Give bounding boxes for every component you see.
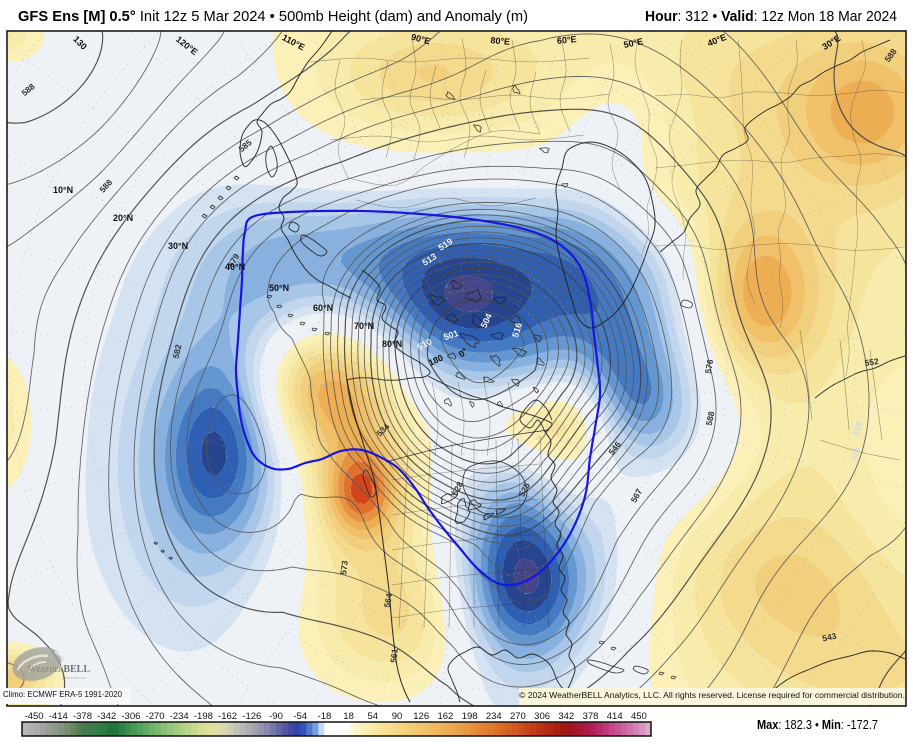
svg-text:552: 552 bbox=[864, 356, 880, 368]
svg-text:-306: -306 bbox=[121, 711, 140, 722]
svg-text:-270: -270 bbox=[146, 711, 165, 722]
svg-text:576: 576 bbox=[703, 358, 715, 374]
svg-text:516: 516 bbox=[510, 321, 524, 338]
svg-text:ANALYTICS LLC: ANALYTICS LLC bbox=[62, 676, 87, 680]
svg-text:20°N: 20°N bbox=[113, 213, 133, 223]
svg-text:414: 414 bbox=[607, 711, 623, 722]
svg-text:-342: -342 bbox=[97, 711, 116, 722]
svg-text:234: 234 bbox=[486, 711, 502, 722]
svg-text:50°N: 50°N bbox=[269, 283, 289, 293]
svg-text:126: 126 bbox=[413, 711, 429, 722]
svg-text:10°N: 10°N bbox=[53, 185, 73, 195]
svg-text:-18: -18 bbox=[318, 711, 332, 722]
svg-text:582: 582 bbox=[171, 343, 184, 359]
svg-text:18: 18 bbox=[343, 711, 354, 722]
svg-text:-162: -162 bbox=[218, 711, 237, 722]
svg-text:90°E: 90°E bbox=[410, 32, 432, 47]
svg-text:-414: -414 bbox=[49, 711, 68, 722]
svg-text:588: 588 bbox=[704, 410, 717, 426]
svg-text:378: 378 bbox=[583, 711, 599, 722]
svg-text:-198: -198 bbox=[194, 711, 213, 722]
svg-text:Climo: ECMWF ERA-5 1991-2020: Climo: ECMWF ERA-5 1991-2020 bbox=[3, 690, 122, 699]
svg-text:-126: -126 bbox=[242, 711, 261, 722]
svg-text:342: 342 bbox=[558, 711, 574, 722]
svg-text:-234: -234 bbox=[170, 711, 189, 722]
svg-text:270: 270 bbox=[510, 711, 526, 722]
svg-text:WEATHERBELL: WEATHERBELL bbox=[28, 664, 90, 675]
svg-text:-378: -378 bbox=[73, 711, 92, 722]
svg-text:GFS Ens [M] 0.5° Init 12z 5 Ma: GFS Ens [M] 0.5° Init 12z 5 Mar 2024 • 5… bbox=[18, 8, 528, 25]
svg-text:60°N: 60°N bbox=[313, 303, 333, 313]
svg-text:-90: -90 bbox=[269, 711, 283, 722]
svg-text:-54: -54 bbox=[293, 711, 307, 722]
svg-text:513: 513 bbox=[848, 445, 862, 462]
svg-text:198: 198 bbox=[462, 711, 478, 722]
svg-text:50°E: 50°E bbox=[623, 36, 644, 50]
svg-text:564: 564 bbox=[382, 592, 394, 608]
svg-text:80°N: 80°N bbox=[382, 339, 402, 349]
svg-text:543: 543 bbox=[821, 631, 837, 644]
svg-text:54: 54 bbox=[368, 711, 379, 722]
svg-text:40°N: 40°N bbox=[225, 262, 245, 272]
svg-text:306: 306 bbox=[534, 711, 550, 722]
svg-text:70°N: 70°N bbox=[354, 321, 374, 331]
svg-text:573: 573 bbox=[338, 560, 350, 576]
svg-text:90: 90 bbox=[392, 711, 403, 722]
svg-text:Hour: 312 • Valid: 12z Mon 18: Hour: 312 • Valid: 12z Mon 18 Mar 2024 bbox=[645, 8, 897, 25]
svg-text:-450: -450 bbox=[25, 711, 44, 722]
svg-text:30°N: 30°N bbox=[168, 241, 188, 251]
svg-text:501: 501 bbox=[442, 328, 459, 342]
svg-text:Max: 182.3 • Min: -172.7: Max: 182.3 • Min: -172.7 bbox=[757, 718, 878, 732]
svg-text:450: 450 bbox=[631, 711, 647, 722]
svg-text:561: 561 bbox=[388, 648, 399, 663]
svg-text:519: 519 bbox=[850, 420, 864, 437]
svg-text:162: 162 bbox=[437, 711, 453, 722]
svg-text:© 2024 WeatherBELL Analytics,: © 2024 WeatherBELL Analytics, LLC. All r… bbox=[519, 690, 905, 700]
svg-text:60°E: 60°E bbox=[557, 34, 577, 46]
svg-text:80°E: 80°E bbox=[490, 35, 510, 47]
